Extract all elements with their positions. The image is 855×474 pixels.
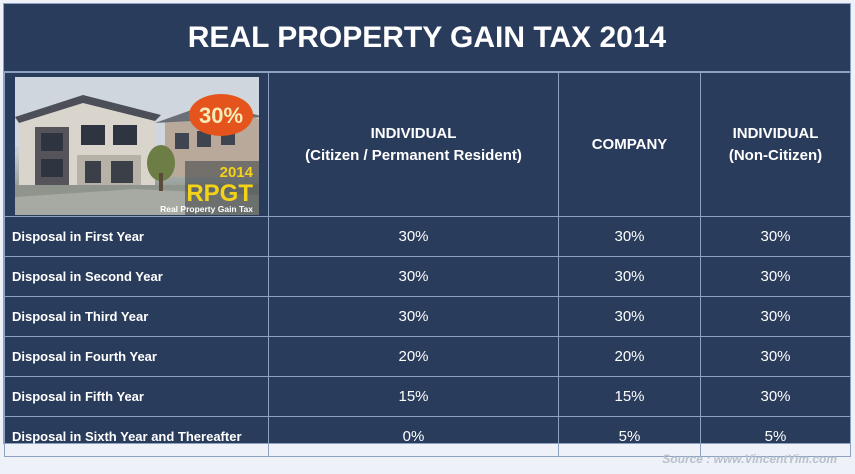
col-header-individual-citizen: INDIVIDUAL (Citizen / Permanent Resident… — [268, 72, 559, 217]
rate-cell: 20% — [268, 336, 559, 377]
rpgt-table-panel: REAL PROPERTY GAIN TAX 2014 — [3, 3, 851, 457]
rate-cell: 30% — [700, 296, 851, 337]
table-row: Disposal in Fourth Year 20% 20% 30% — [4, 336, 851, 377]
col-header-company: COMPANY — [558, 72, 701, 217]
table-row: Disposal in Second Year 30% 30% 30% — [4, 256, 851, 297]
table-row: Disposal in Sixth Year and Thereafter 0%… — [4, 416, 851, 457]
col-header-individual-noncitizen: INDIVIDUAL (Non-Citizen) — [700, 72, 851, 217]
table-header-row: 30% 2014 RPGT Real Property Gain Tax IND… — [4, 72, 851, 217]
row-label: Disposal in Second Year — [4, 256, 269, 297]
row-label: Disposal in First Year — [4, 216, 269, 257]
rate-cell: 15% — [558, 376, 701, 417]
row-label: Disposal in Fourth Year — [4, 336, 269, 377]
townhouse-photo: 30% 2014 RPGT Real Property Gain Tax — [14, 76, 259, 215]
rpgt-caption: Real Property Gain Tax — [160, 204, 253, 214]
col-header-line1: COMPANY — [591, 135, 668, 153]
rpgt-rate-table: 30% 2014 RPGT Real Property Gain Tax IND… — [4, 72, 851, 457]
row-label: Disposal in Sixth Year and Thereafter — [4, 416, 269, 457]
rate-cell: 30% — [558, 296, 701, 337]
rate-cell: 30% — [268, 296, 559, 337]
source-credit: Source : www.VincentYim.com — [662, 452, 837, 466]
header-image-cell: 30% 2014 RPGT Real Property Gain Tax — [4, 72, 269, 217]
rate-cell: 30% — [700, 256, 851, 297]
row-label: Disposal in Fifth Year — [4, 376, 269, 417]
page-title: REAL PROPERTY GAIN TAX 2014 — [4, 4, 850, 72]
rate-cell: 30% — [700, 336, 851, 377]
col-header-line2: (Citizen / Permanent Resident) — [305, 146, 522, 164]
rate-cell: 30% — [700, 216, 851, 257]
badge-shape — [188, 93, 253, 136]
rate-cell: 5% — [558, 416, 701, 457]
rate-cell: 30% — [268, 216, 559, 257]
rate-cell: 30% — [558, 216, 701, 257]
badge-text: 30% — [198, 103, 242, 128]
rate-cell: 15% — [268, 376, 559, 417]
rate-cell: 30% — [558, 256, 701, 297]
rate-cell: 20% — [558, 336, 701, 377]
rate-cell: 30% — [268, 256, 559, 297]
table-row: Disposal in Fifth Year 15% 15% 30% — [4, 376, 851, 417]
rate-cell: 5% — [700, 416, 851, 457]
row-label: Disposal in Third Year — [4, 296, 269, 337]
year-text: 2014 — [219, 164, 253, 181]
rpgt-text: RPGT — [186, 180, 253, 207]
col-header-line2: (Non-Citizen) — [728, 146, 823, 164]
col-header-line1: INDIVIDUAL — [732, 124, 819, 142]
rate-cell: 0% — [268, 416, 559, 457]
table-row: Disposal in Third Year 30% 30% 30% — [4, 296, 851, 337]
townhouse-illustration: 30% 2014 RPGT Real Property Gain Tax — [14, 76, 259, 215]
table-row: Disposal in First Year 30% 30% 30% — [4, 216, 851, 257]
rate-cell: 30% — [700, 376, 851, 417]
col-header-line1: INDIVIDUAL — [370, 124, 457, 142]
